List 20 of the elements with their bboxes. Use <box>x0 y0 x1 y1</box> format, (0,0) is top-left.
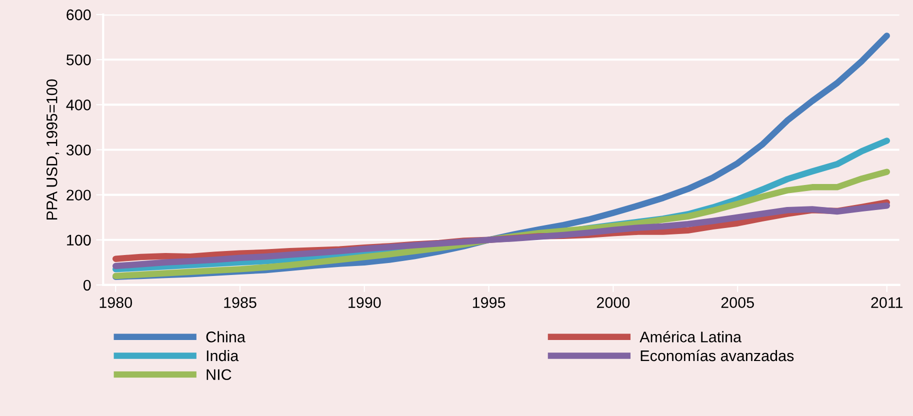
legend-label: NIC <box>206 369 232 380</box>
y-tick-label: 600 <box>66 9 91 20</box>
y-tick-label: 0 <box>83 280 91 291</box>
x-tick-label: 1990 <box>348 297 381 308</box>
x-tick-label: 2005 <box>721 297 754 308</box>
x-tick-label: 2011 <box>871 297 903 308</box>
x-tick-label: 1980 <box>100 297 132 308</box>
x-tick-label: 1995 <box>472 297 506 308</box>
x-tick-label: 1985 <box>224 297 256 308</box>
x-tick-label: 2000 <box>596 297 630 308</box>
y-tick-label: 300 <box>66 144 91 156</box>
y-tick-label: 500 <box>66 54 91 66</box>
legend-label: China <box>206 331 246 342</box>
y-tick-label: 400 <box>66 100 91 110</box>
y-tick-label: 200 <box>66 190 91 201</box>
legend-label: India <box>206 350 239 362</box>
y-axis-title: PPA USD, 1995=100 <box>46 79 60 220</box>
y-tick-label: 100 <box>67 234 91 246</box>
legend-label: Economías avanzadas <box>640 350 794 362</box>
legend-label: América Latina <box>640 330 742 342</box>
